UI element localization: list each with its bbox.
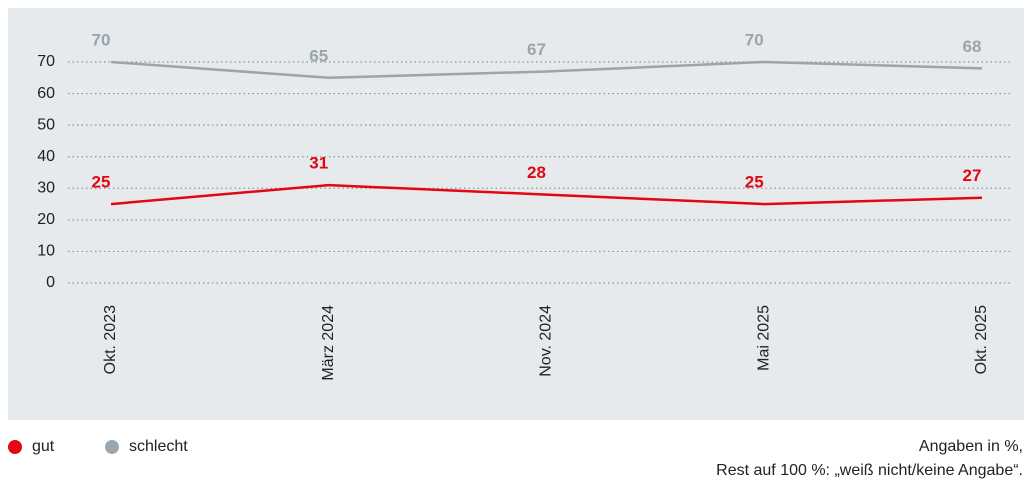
x-tick-label: Mai 2025 <box>755 305 772 371</box>
y-tick-label: 10 <box>37 243 55 260</box>
data-label: 68 <box>963 37 982 56</box>
legend-label: schlecht <box>129 438 188 455</box>
x-tick-label: Nov. 2024 <box>538 305 555 377</box>
y-tick-label: 30 <box>37 180 55 197</box>
legend-label: gut <box>32 438 55 455</box>
legend-marker <box>8 440 22 454</box>
y-tick-label: 60 <box>37 85 55 102</box>
y-tick-label: 0 <box>46 274 55 291</box>
x-tick-label: März 2024 <box>320 305 337 381</box>
data-label: 70 <box>745 30 764 49</box>
data-label: 67 <box>527 40 546 59</box>
legend-marker <box>105 440 119 454</box>
data-label: 28 <box>527 163 546 182</box>
y-tick-label: 50 <box>37 116 55 133</box>
data-label: 65 <box>309 46 328 65</box>
data-label: 31 <box>309 154 328 173</box>
x-tick-label: Okt. 2025 <box>973 305 990 374</box>
y-tick-label: 40 <box>37 148 55 165</box>
x-tick-label: Okt. 2023 <box>102 305 119 374</box>
line <box>110 183 983 206</box>
note: Rest auf 100 %: „weiß nicht/keine Angabe… <box>716 462 1023 479</box>
line <box>110 60 983 80</box>
data-label: 25 <box>92 173 111 192</box>
note: Angaben in %, <box>919 438 1023 455</box>
data-label: 70 <box>92 30 111 49</box>
plot-background <box>8 8 1024 420</box>
data-label: 27 <box>963 166 982 185</box>
data-label: 25 <box>745 173 764 192</box>
y-tick-label: 20 <box>37 211 55 228</box>
y-tick-label: 70 <box>37 53 55 70</box>
